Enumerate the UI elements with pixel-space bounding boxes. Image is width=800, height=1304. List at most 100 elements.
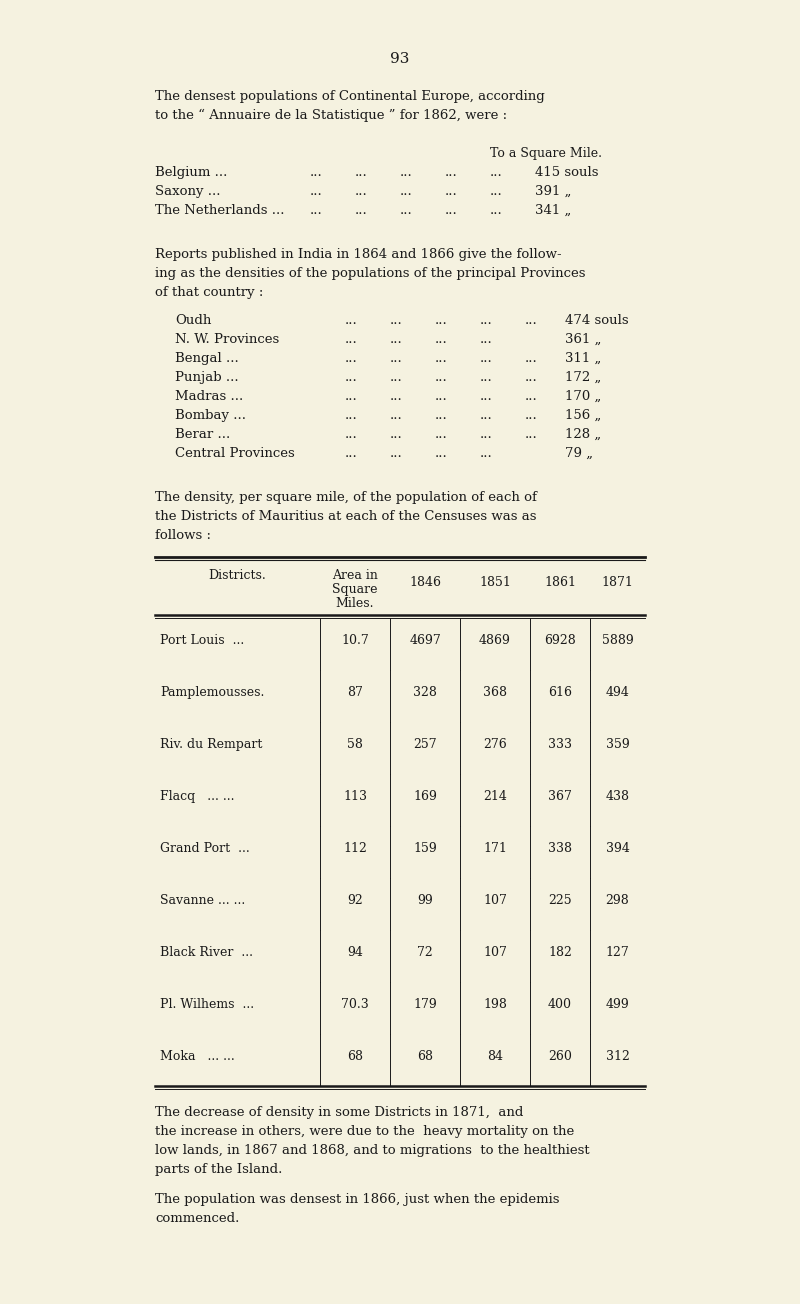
Text: 276: 276 — [483, 738, 507, 751]
Text: 368: 368 — [483, 686, 507, 699]
Text: 169: 169 — [413, 790, 437, 803]
Text: ...: ... — [355, 185, 368, 198]
Text: ...: ... — [345, 314, 358, 327]
Text: 79 „: 79 „ — [565, 447, 593, 460]
Text: the Districts of Mauritius at each of the Censuses was as: the Districts of Mauritius at each of th… — [155, 510, 537, 523]
Text: ...: ... — [435, 447, 448, 460]
Text: 260: 260 — [548, 1050, 572, 1063]
Text: 179: 179 — [413, 998, 437, 1011]
Text: 333: 333 — [548, 738, 572, 751]
Text: 400: 400 — [548, 998, 572, 1011]
Text: ...: ... — [400, 166, 413, 179]
Text: 312: 312 — [606, 1050, 630, 1063]
Text: 112: 112 — [343, 842, 367, 855]
Text: ...: ... — [345, 428, 358, 441]
Text: 171: 171 — [483, 842, 507, 855]
Text: low lands, in 1867 and 1868, and to migrations  to the healthiest: low lands, in 1867 and 1868, and to migr… — [155, 1144, 590, 1157]
Text: 1861: 1861 — [544, 576, 576, 589]
Text: Savanne ... ...: Savanne ... ... — [160, 895, 246, 908]
Text: 94: 94 — [347, 945, 363, 958]
Text: 1846: 1846 — [409, 576, 441, 589]
Text: the increase in others, were due to the  heavy mortality on the: the increase in others, were due to the … — [155, 1125, 574, 1138]
Text: 394: 394 — [606, 842, 630, 855]
Text: ...: ... — [400, 203, 413, 216]
Text: ...: ... — [525, 352, 538, 365]
Text: ...: ... — [445, 166, 458, 179]
Text: 225: 225 — [548, 895, 572, 908]
Text: ...: ... — [480, 333, 493, 346]
Text: 5889: 5889 — [602, 634, 634, 647]
Text: ...: ... — [345, 333, 358, 346]
Text: The population was densest in 1866, just when the epidemis: The population was densest in 1866, just… — [155, 1193, 559, 1206]
Text: Area in: Area in — [332, 569, 378, 582]
Text: Belgium ...: Belgium ... — [155, 166, 227, 179]
Text: 257: 257 — [413, 738, 437, 751]
Text: 4697: 4697 — [409, 634, 441, 647]
Text: ...: ... — [490, 166, 502, 179]
Text: ...: ... — [525, 390, 538, 403]
Text: 499: 499 — [606, 998, 630, 1011]
Text: 127: 127 — [606, 945, 630, 958]
Text: The densest populations of Continental Europe, according: The densest populations of Continental E… — [155, 90, 545, 103]
Text: 172 „: 172 „ — [565, 372, 602, 383]
Text: ...: ... — [480, 352, 493, 365]
Text: ...: ... — [345, 352, 358, 365]
Text: Madras ...: Madras ... — [175, 390, 243, 403]
Text: ...: ... — [310, 185, 322, 198]
Text: ...: ... — [345, 447, 358, 460]
Text: 182: 182 — [548, 945, 572, 958]
Text: 474 souls: 474 souls — [565, 314, 629, 327]
Text: ...: ... — [310, 203, 322, 216]
Text: 415 souls: 415 souls — [535, 166, 598, 179]
Text: The Netherlands ...: The Netherlands ... — [155, 203, 285, 216]
Text: 391 „: 391 „ — [535, 185, 571, 198]
Text: parts of the Island.: parts of the Island. — [155, 1163, 282, 1176]
Text: Moka   ... ...: Moka ... ... — [160, 1050, 234, 1063]
Text: ...: ... — [480, 314, 493, 327]
Text: ...: ... — [435, 372, 448, 383]
Text: The density, per square mile, of the population of each of: The density, per square mile, of the pop… — [155, 492, 537, 505]
Text: ...: ... — [390, 372, 402, 383]
Text: Bombay ...: Bombay ... — [175, 409, 246, 422]
Text: ...: ... — [490, 185, 502, 198]
Text: ...: ... — [390, 390, 402, 403]
Text: Black River  ...: Black River ... — [160, 945, 253, 958]
Text: Punjab ...: Punjab ... — [175, 372, 238, 383]
Text: 214: 214 — [483, 790, 507, 803]
Text: Saxony ...: Saxony ... — [155, 185, 221, 198]
Text: Grand Port  ...: Grand Port ... — [160, 842, 250, 855]
Text: Reports published in India in 1864 and 1866 give the follow-: Reports published in India in 1864 and 1… — [155, 248, 562, 261]
Text: 107: 107 — [483, 945, 507, 958]
Text: 92: 92 — [347, 895, 363, 908]
Text: to the “ Annuaire de la Statistique ” for 1862, were :: to the “ Annuaire de la Statistique ” fo… — [155, 110, 507, 123]
Text: 170 „: 170 „ — [565, 390, 602, 403]
Text: 367: 367 — [548, 790, 572, 803]
Text: follows :: follows : — [155, 529, 211, 542]
Text: ...: ... — [390, 352, 402, 365]
Text: 4869: 4869 — [479, 634, 511, 647]
Text: 338: 338 — [548, 842, 572, 855]
Text: ...: ... — [445, 185, 458, 198]
Text: ...: ... — [480, 372, 493, 383]
Text: ...: ... — [480, 428, 493, 441]
Text: 341 „: 341 „ — [535, 203, 571, 216]
Text: ing as the densities of the populations of the principal Provinces: ing as the densities of the populations … — [155, 267, 586, 280]
Text: 311 „: 311 „ — [565, 352, 602, 365]
Text: ...: ... — [400, 185, 413, 198]
Text: 72: 72 — [417, 945, 433, 958]
Text: The decrease of density in some Districts in 1871,  and: The decrease of density in some District… — [155, 1106, 523, 1119]
Text: N. W. Provinces: N. W. Provinces — [175, 333, 279, 346]
Text: ...: ... — [345, 390, 358, 403]
Text: Square: Square — [332, 583, 378, 596]
Text: 87: 87 — [347, 686, 363, 699]
Text: 298: 298 — [606, 895, 630, 908]
Text: 113: 113 — [343, 790, 367, 803]
Text: ...: ... — [445, 203, 458, 216]
Text: ...: ... — [355, 166, 368, 179]
Text: Port Louis  ...: Port Louis ... — [160, 634, 244, 647]
Text: 6928: 6928 — [544, 634, 576, 647]
Text: ...: ... — [355, 203, 368, 216]
Text: ...: ... — [435, 390, 448, 403]
Text: ...: ... — [435, 428, 448, 441]
Text: Oudh: Oudh — [175, 314, 211, 327]
